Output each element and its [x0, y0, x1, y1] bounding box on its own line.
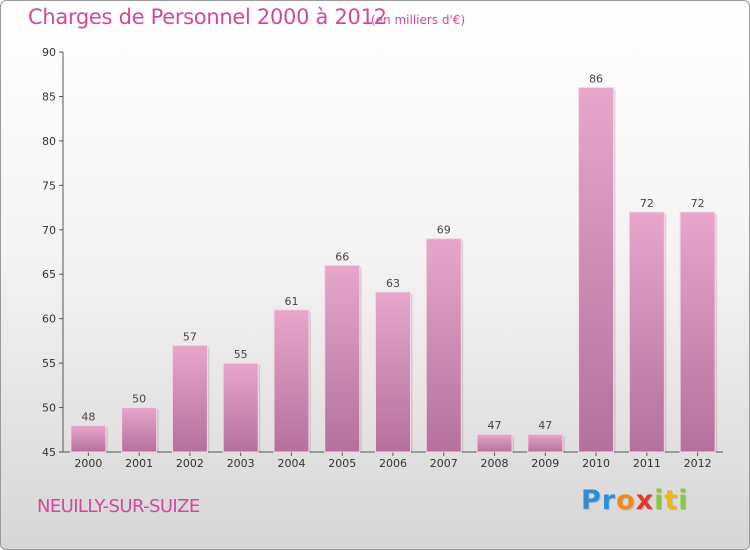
- value-label: 86: [589, 73, 603, 86]
- logo-letter: r: [601, 485, 617, 516]
- y-tick-label: 55: [42, 357, 56, 370]
- value-label: 69: [437, 224, 451, 237]
- bar-2008: [476, 433, 513, 453]
- value-label: 47: [538, 419, 552, 432]
- value-label: 61: [284, 295, 298, 308]
- value-label: 48: [81, 410, 95, 423]
- y-tick-label: 70: [42, 224, 56, 237]
- bar-2004: [273, 309, 310, 453]
- value-label: 47: [488, 419, 502, 432]
- logo-letter: x: [635, 485, 655, 516]
- x-tick-label: 2000: [74, 457, 102, 470]
- y-tick-label: 50: [42, 402, 56, 415]
- commune-name: NEUILLY-SUR-SUIZE: [37, 496, 200, 517]
- chart-unit-note: (en milliers d'€): [371, 13, 466, 27]
- value-label: 66: [335, 250, 349, 263]
- logo-letter: o: [616, 485, 636, 516]
- bar-2003: [222, 362, 259, 453]
- x-tick-label: 2010: [582, 457, 610, 470]
- y-tick-label: 75: [42, 179, 56, 192]
- y-tick-label: 65: [42, 268, 56, 281]
- x-tick-label: 2008: [481, 457, 509, 470]
- logo-letter: i: [678, 485, 689, 516]
- bar-2001: [121, 407, 158, 453]
- bar-2006: [375, 291, 411, 453]
- y-tick-label: 80: [42, 135, 56, 148]
- x-tick-label: 2001: [125, 457, 153, 470]
- y-tick-label: 90: [42, 46, 56, 59]
- x-tick-label: 2012: [684, 457, 712, 470]
- bar-2005: [324, 264, 361, 453]
- x-tick-label: 2007: [430, 457, 458, 470]
- logo-letter: i: [654, 485, 665, 516]
- value-label: 57: [183, 330, 197, 343]
- value-label: 72: [691, 197, 705, 210]
- logo-letter: P: [581, 485, 602, 516]
- value-label: 72: [640, 197, 654, 210]
- x-tick-label: 2003: [227, 457, 255, 470]
- y-tick-label: 60: [42, 313, 56, 326]
- bar-2011: [628, 211, 665, 453]
- bar-2000: [70, 424, 107, 453]
- value-label: 63: [386, 277, 400, 290]
- value-label: 50: [132, 393, 146, 406]
- x-tick-label: 2004: [277, 457, 305, 470]
- proxiti-logo[interactable]: Proxiti: [581, 485, 689, 516]
- chart-title: Charges de Personnel 2000 à 2012: [28, 5, 387, 29]
- bar-2010: [578, 87, 615, 453]
- x-tick-label: 2009: [531, 457, 559, 470]
- value-label: 55: [234, 348, 248, 361]
- bar-2012: [679, 211, 716, 453]
- logo-letter: t: [664, 485, 679, 516]
- bar-2007: [425, 238, 462, 453]
- x-tick-label: 2006: [379, 457, 407, 470]
- y-tick-label: 45: [42, 446, 56, 459]
- bar-2002: [171, 344, 208, 453]
- x-tick-label: 2011: [633, 457, 661, 470]
- bar-2009: [527, 433, 564, 453]
- x-tick-label: 2002: [176, 457, 204, 470]
- y-tick-label: 85: [42, 90, 56, 103]
- x-tick-label: 2005: [328, 457, 356, 470]
